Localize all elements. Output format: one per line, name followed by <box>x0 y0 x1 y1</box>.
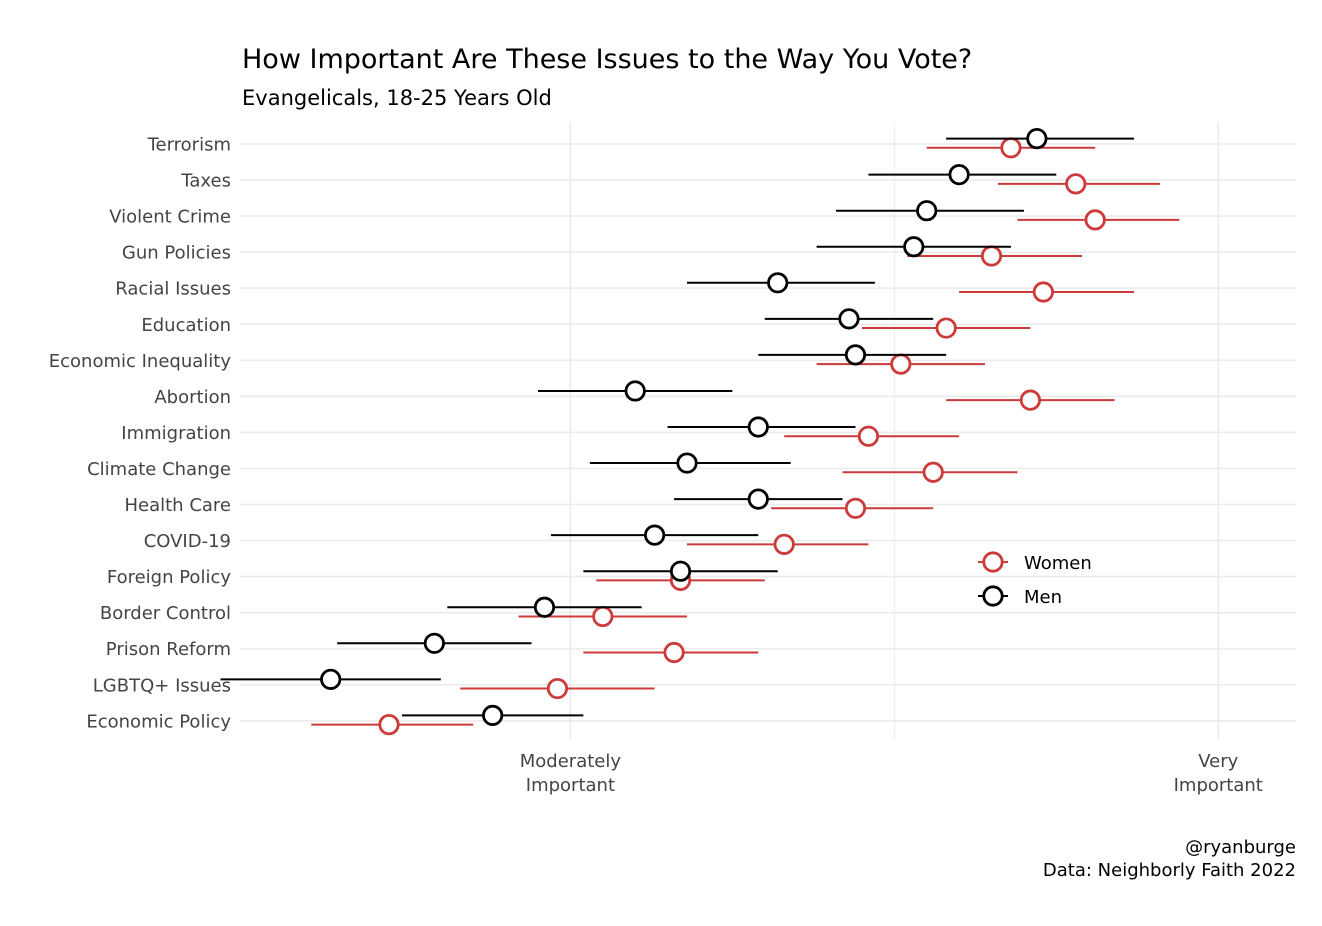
y-tick-label: Racial Issues <box>115 279 231 300</box>
y-tick-label: Border Control <box>100 603 231 624</box>
women-point <box>378 713 400 736</box>
men-point <box>844 344 867 366</box>
y-tick-label: Abortion <box>154 387 231 408</box>
y-tick-label: Economic Inequality <box>49 351 232 372</box>
men-point <box>1026 128 1048 150</box>
men-point <box>747 416 769 438</box>
women-point <box>857 425 880 447</box>
women-point <box>1000 137 1022 159</box>
women-point <box>1019 389 1041 411</box>
women-point <box>1084 209 1106 231</box>
men-point <box>533 596 556 618</box>
men-point <box>644 524 666 546</box>
plot-marks <box>220 128 1180 736</box>
women-point <box>546 677 569 700</box>
y-tick-label: Prison Reform <box>106 639 231 660</box>
y-tick-label: Taxes <box>180 171 231 192</box>
men-point <box>676 452 698 474</box>
women-point <box>844 497 867 519</box>
chart-subtitle: Evangelicals, 18-25 Years Old <box>242 86 552 110</box>
men-point <box>747 488 769 510</box>
legend-label-women: Women <box>1024 553 1092 574</box>
men-point <box>624 380 646 402</box>
y-tick-label: Violent Crime <box>109 207 231 228</box>
y-tick-label: LGBTQ+ Issues <box>93 675 231 696</box>
women-point <box>1032 281 1054 303</box>
men-point <box>916 200 938 222</box>
y-tick-label: Gun Policies <box>122 243 231 264</box>
women-point <box>890 353 912 375</box>
legend-label-men: Men <box>1024 587 1062 608</box>
legend-key-point-men <box>982 585 1004 607</box>
women-point <box>663 641 685 664</box>
gridlines <box>240 122 1296 740</box>
x-tick-label: Important <box>526 775 615 796</box>
x-tick-label: Important <box>1174 775 1263 796</box>
y-axis-labels: Terrorism Taxes Violent Crime Gun Policies R… <box>49 135 232 733</box>
women-point <box>935 317 957 339</box>
women-point <box>922 461 944 483</box>
women-point <box>980 245 1003 267</box>
men-point <box>838 308 860 330</box>
y-tick-label: COVID-19 <box>144 531 231 552</box>
x-axis-labels: Moderately Important Very Important <box>520 751 1263 796</box>
y-tick-label: Education <box>141 315 231 336</box>
y-tick-label: Economic Policy <box>86 711 231 732</box>
chart-title: How Important Are These Issues to the Wa… <box>242 44 972 75</box>
y-tick-label: Climate Change <box>87 459 231 480</box>
legend-key-point-women <box>982 551 1004 573</box>
women-point <box>1065 173 1087 195</box>
legend: Women Men <box>978 551 1092 608</box>
x-tick-label: Moderately <box>520 751 622 772</box>
y-tick-label: Foreign Policy <box>107 567 231 588</box>
caption-handle: @ryanburge <box>1185 837 1296 858</box>
women-point <box>773 533 795 555</box>
men-point <box>948 164 970 186</box>
men-point <box>482 704 504 727</box>
caption-source: Data: Neighborly Faith 2022 <box>1043 860 1296 881</box>
y-tick-label: Immigration <box>121 423 231 444</box>
men-point <box>903 236 925 258</box>
men-point <box>767 272 789 294</box>
men-point <box>669 560 692 582</box>
women-point <box>592 605 614 628</box>
y-tick-label: Terrorism <box>147 135 231 156</box>
men-point <box>423 632 445 654</box>
y-tick-label: Health Care <box>124 495 231 516</box>
x-tick-label: Very <box>1198 751 1238 772</box>
men-point <box>320 668 342 690</box>
